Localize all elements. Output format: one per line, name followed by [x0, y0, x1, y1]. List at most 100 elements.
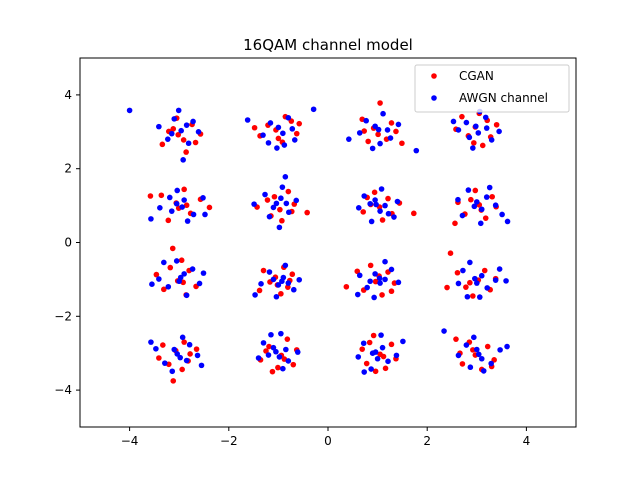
data-point [488, 360, 494, 367]
data-point [467, 364, 474, 371]
data-point [474, 280, 480, 286]
data-point [463, 342, 470, 348]
y-tick-label: 2 [64, 162, 72, 176]
data-point [388, 341, 395, 348]
data-point [367, 278, 373, 285]
data-point [202, 211, 208, 218]
data-point [284, 336, 291, 342]
data-point [463, 119, 470, 126]
data-point [291, 137, 298, 143]
data-point [372, 271, 378, 277]
data-point [165, 217, 172, 224]
data-point [180, 137, 187, 143]
data-point [275, 124, 282, 131]
data-point [385, 358, 391, 365]
data-point [413, 147, 420, 154]
data-point [393, 352, 400, 359]
data-point [310, 106, 317, 113]
legend-marker-awgn-channel [431, 95, 437, 101]
data-point [192, 139, 199, 146]
data-point [356, 272, 363, 279]
data-point [475, 130, 482, 136]
data-point [388, 120, 395, 126]
data-point [492, 202, 499, 209]
data-point [377, 100, 383, 106]
data-point [289, 271, 296, 278]
data-point [275, 282, 282, 288]
x-tick-label: −2 [220, 434, 238, 448]
data-point [280, 274, 287, 281]
legend-marker-cgan [431, 73, 437, 79]
data-point [282, 262, 289, 269]
data-point [260, 340, 267, 346]
data-point [378, 186, 385, 192]
data-point [364, 284, 370, 291]
data-point [481, 267, 488, 274]
data-point [471, 334, 477, 341]
data-point [187, 351, 193, 357]
data-point [496, 266, 503, 272]
data-point [181, 271, 187, 277]
data-point [399, 140, 405, 147]
data-point [161, 286, 167, 293]
data-point [482, 215, 489, 221]
data-point [366, 339, 373, 346]
data-point [387, 135, 394, 141]
data-point [375, 126, 382, 133]
data-point [169, 245, 176, 252]
data-point [275, 135, 282, 142]
data-point [278, 330, 284, 337]
data-point [200, 195, 206, 201]
y-tick-label: 0 [64, 236, 72, 250]
data-point [479, 142, 486, 149]
data-point [484, 285, 491, 291]
data-point [278, 195, 284, 202]
data-point [159, 141, 166, 148]
data-point [289, 126, 296, 132]
data-point [156, 123, 162, 130]
data-point [371, 189, 378, 196]
data-point [186, 341, 193, 348]
data-point [293, 197, 300, 204]
data-point [290, 286, 297, 293]
data-point [165, 283, 172, 290]
data-point [183, 149, 189, 155]
data-point [367, 200, 373, 207]
data-point [304, 209, 310, 216]
data-point [471, 140, 477, 146]
data-point [470, 293, 476, 299]
data-point [354, 268, 361, 275]
data-point [260, 132, 266, 138]
data-point [251, 124, 258, 131]
data-point [471, 203, 478, 210]
data-point [382, 276, 388, 283]
data-point [166, 194, 173, 201]
data-point [376, 275, 383, 282]
data-point [264, 197, 271, 203]
data-point [460, 267, 466, 274]
data-point [463, 284, 469, 290]
data-point [468, 196, 474, 203]
data-point [377, 280, 383, 286]
data-point [361, 128, 368, 134]
data-point [200, 270, 207, 276]
data-point [269, 368, 276, 375]
data-point [356, 130, 363, 136]
data-point [355, 205, 362, 211]
data-point [285, 114, 292, 121]
data-point [372, 123, 378, 130]
data-point [363, 117, 369, 124]
data-point [279, 184, 286, 190]
x-tick-label: 4 [523, 434, 531, 448]
data-point [175, 131, 182, 138]
data-point [190, 211, 197, 218]
data-point [371, 294, 377, 301]
data-point [369, 145, 376, 152]
data-point [379, 217, 386, 223]
data-point [178, 257, 185, 264]
data-point [198, 362, 205, 369]
data-point [162, 360, 168, 366]
data-point [268, 331, 274, 338]
data-point [153, 345, 159, 352]
data-point [195, 129, 202, 135]
